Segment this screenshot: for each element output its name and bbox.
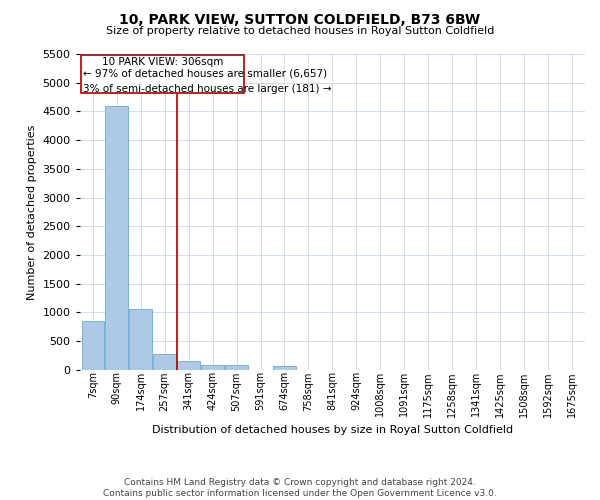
Text: 3% of semi-detached houses are larger (181) →: 3% of semi-detached houses are larger (1… [83, 84, 332, 94]
Bar [273, 366, 296, 370]
Bar [81, 55, 244, 93]
Text: Contains HM Land Registry data © Crown copyright and database right 2024.
Contai: Contains HM Land Registry data © Crown c… [103, 478, 497, 498]
Bar [82, 321, 104, 370]
Bar [154, 354, 176, 370]
Bar [106, 106, 128, 370]
Text: 10, PARK VIEW, SUTTON COLDFIELD, B73 6BW: 10, PARK VIEW, SUTTON COLDFIELD, B73 6BW [119, 12, 481, 26]
X-axis label: Distribution of detached houses by size in Royal Sutton Coldfield: Distribution of detached houses by size … [152, 425, 513, 435]
Bar [130, 310, 152, 370]
Text: ← 97% of detached houses are smaller (6,657): ← 97% of detached houses are smaller (6,… [83, 68, 328, 78]
Bar [225, 365, 248, 370]
Bar [177, 362, 200, 370]
Text: Size of property relative to detached houses in Royal Sutton Coldfield: Size of property relative to detached ho… [106, 26, 494, 36]
Text: 10 PARK VIEW: 306sqm: 10 PARK VIEW: 306sqm [101, 57, 223, 67]
Bar [201, 365, 224, 370]
Y-axis label: Number of detached properties: Number of detached properties [27, 124, 37, 300]
